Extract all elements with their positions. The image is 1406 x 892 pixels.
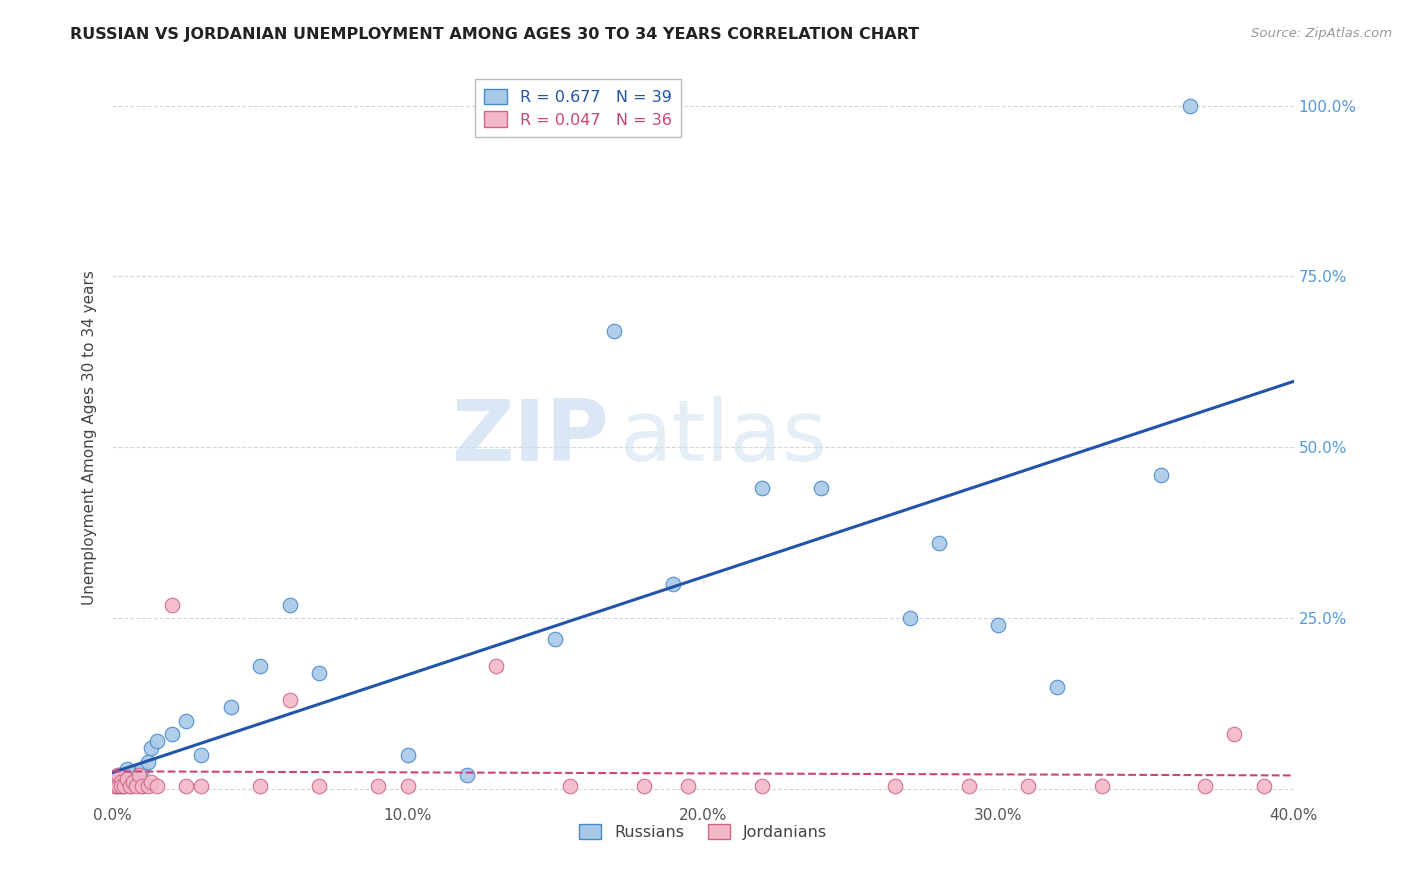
Point xyxy=(1223,727,1246,741)
Point xyxy=(751,481,773,495)
Point xyxy=(110,775,132,789)
Point xyxy=(146,779,169,793)
Text: atlas: atlas xyxy=(620,395,828,479)
Point xyxy=(174,714,197,728)
Point xyxy=(131,762,153,776)
Point xyxy=(131,779,153,793)
Point xyxy=(107,779,129,793)
Point xyxy=(957,779,980,793)
Point xyxy=(160,598,183,612)
Point xyxy=(1178,98,1201,112)
Point xyxy=(174,779,197,793)
Point xyxy=(396,747,419,762)
Point xyxy=(128,768,150,782)
Point xyxy=(131,779,153,793)
Text: ZIP: ZIP xyxy=(451,395,609,479)
Point xyxy=(278,598,301,612)
Text: RUSSIAN VS JORDANIAN UNEMPLOYMENT AMONG AGES 30 TO 34 YEARS CORRELATION CHART: RUSSIAN VS JORDANIAN UNEMPLOYMENT AMONG … xyxy=(70,27,920,42)
Point xyxy=(104,775,127,789)
Point xyxy=(751,779,773,793)
Point xyxy=(122,775,145,789)
Point xyxy=(112,779,135,793)
Point xyxy=(249,779,271,793)
Point xyxy=(146,734,169,748)
Point xyxy=(112,779,135,793)
Text: Source: ZipAtlas.com: Source: ZipAtlas.com xyxy=(1251,27,1392,40)
Point xyxy=(662,577,685,591)
Point xyxy=(120,779,142,793)
Point xyxy=(1091,779,1114,793)
Point xyxy=(633,779,655,793)
Point xyxy=(678,779,700,793)
Point xyxy=(160,727,183,741)
Point xyxy=(128,768,150,782)
Point xyxy=(603,324,626,338)
Point xyxy=(110,775,132,789)
Point xyxy=(136,779,159,793)
Point xyxy=(117,772,138,786)
Point xyxy=(485,659,508,673)
Point xyxy=(104,775,127,789)
Point xyxy=(120,779,142,793)
Point xyxy=(278,693,301,707)
Point xyxy=(110,779,132,793)
Point xyxy=(104,779,127,793)
Point xyxy=(1150,467,1173,482)
Point xyxy=(1017,779,1039,793)
Point xyxy=(117,775,138,789)
Legend: Russians, Jordanians: Russians, Jordanians xyxy=(572,817,834,846)
Point xyxy=(110,779,132,793)
Point xyxy=(249,659,271,673)
Point xyxy=(125,779,148,793)
Point xyxy=(139,775,162,789)
Point xyxy=(987,618,1010,632)
Point xyxy=(558,779,582,793)
Point xyxy=(1253,779,1275,793)
Point xyxy=(136,755,159,769)
Point xyxy=(112,768,135,782)
Point xyxy=(1194,779,1216,793)
Point xyxy=(456,768,478,782)
Y-axis label: Unemployment Among Ages 30 to 34 years: Unemployment Among Ages 30 to 34 years xyxy=(82,269,97,605)
Point xyxy=(928,536,950,550)
Point xyxy=(117,762,138,776)
Point xyxy=(396,779,419,793)
Point xyxy=(884,779,907,793)
Point xyxy=(544,632,567,646)
Point xyxy=(190,747,212,762)
Point xyxy=(898,611,921,625)
Point xyxy=(190,779,212,793)
Point xyxy=(367,779,389,793)
Point xyxy=(308,665,330,680)
Point xyxy=(125,772,148,786)
Point xyxy=(308,779,330,793)
Point xyxy=(107,779,129,793)
Point xyxy=(107,768,129,782)
Point xyxy=(107,768,129,782)
Point xyxy=(122,775,145,789)
Point xyxy=(104,779,127,793)
Point xyxy=(1046,680,1069,694)
Point xyxy=(219,700,242,714)
Point xyxy=(810,481,832,495)
Point xyxy=(139,741,162,756)
